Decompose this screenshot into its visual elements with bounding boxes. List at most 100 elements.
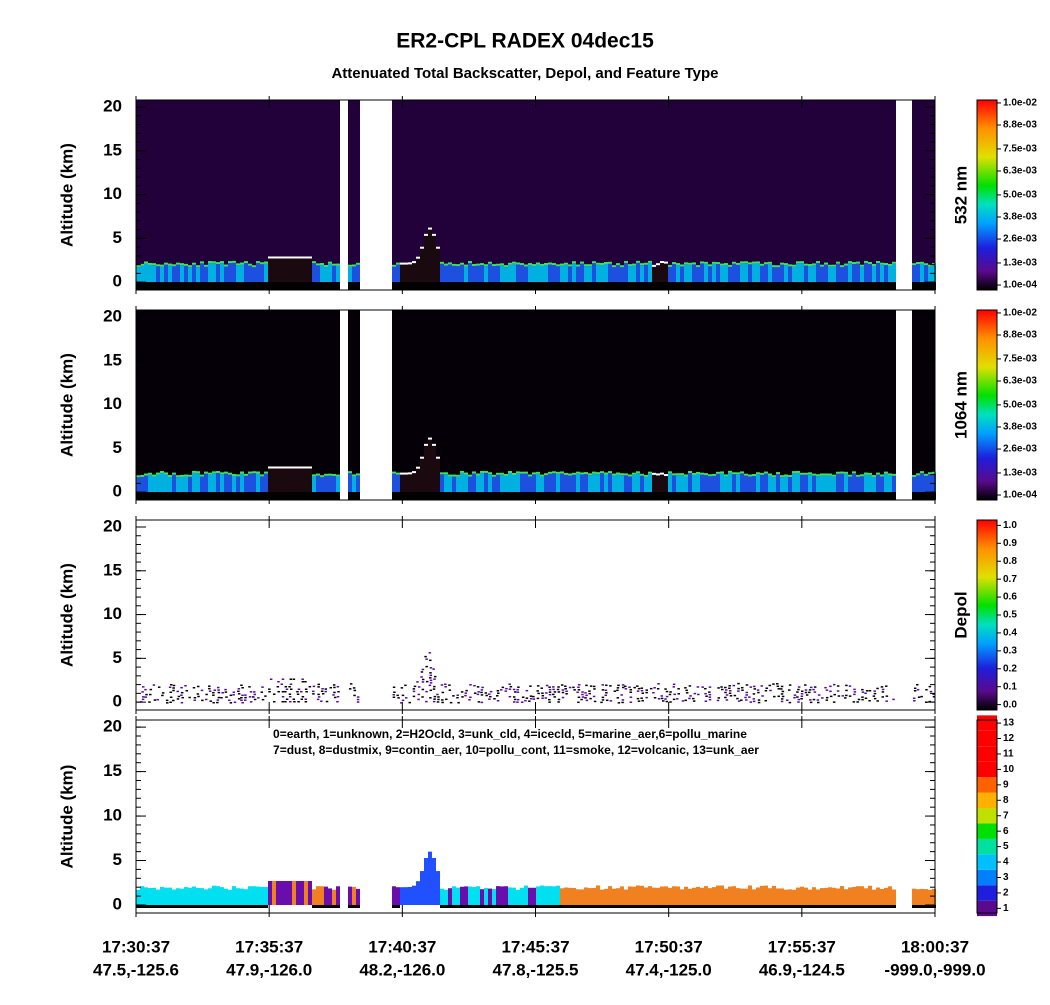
- no-data: [364, 100, 368, 290]
- image-pixel: [224, 691, 228, 693]
- image-pixel: [792, 282, 796, 290]
- image-pixel: [888, 886, 892, 905]
- image-pixel: [824, 473, 828, 476]
- image-pixel: [792, 471, 796, 474]
- image-pixel: [448, 476, 452, 493]
- image-pixel: [480, 470, 484, 473]
- image-pixel: [145, 693, 148, 696]
- no-data: [344, 720, 348, 913]
- image-pixel: [684, 282, 688, 290]
- image-pixel: [444, 474, 448, 493]
- image-pixel: [656, 263, 660, 266]
- no-data: [372, 100, 376, 290]
- image-pixel: [744, 888, 748, 905]
- image-pixel: [176, 698, 180, 700]
- image-pixel: [292, 678, 296, 680]
- image-pixel: [205, 693, 208, 696]
- image-pixel: [724, 265, 728, 283]
- image-pixel: [268, 282, 272, 290]
- image-pixel: [577, 684, 581, 686]
- image-pixel: [244, 904, 248, 908]
- image-pixel: [296, 258, 300, 283]
- image-pixel: [772, 683, 775, 685]
- x-tick-sublabel: 47.5,-125.6: [93, 960, 179, 979]
- y-axis-label: Altitude (km): [57, 143, 76, 247]
- no-data: [900, 720, 904, 913]
- image-pixel: [793, 694, 797, 696]
- colorbar-tick-label: 13: [1003, 718, 1015, 729]
- image-pixel: [540, 492, 544, 500]
- image-pixel: [248, 904, 252, 908]
- image-pixel: [516, 688, 519, 691]
- image-pixel: [276, 282, 280, 290]
- image-pixel: [672, 686, 676, 688]
- image-pixel: [237, 688, 241, 690]
- image-pixel: [324, 265, 328, 268]
- image-pixel: [912, 904, 916, 908]
- image-pixel: [688, 697, 691, 700]
- image-pixel: [545, 684, 549, 687]
- image-pixel: [553, 691, 557, 693]
- image-pixel: [188, 265, 192, 268]
- chart-subtitle: Attenuated Total Backscatter, Depol, and…: [331, 65, 718, 82]
- image-pixel: [708, 476, 712, 493]
- image-pixel: [160, 472, 164, 493]
- image-pixel: [496, 695, 499, 697]
- image-pixel: [224, 492, 228, 500]
- image-pixel: [285, 698, 289, 700]
- image-pixel: [744, 263, 748, 283]
- image-pixel: [772, 885, 776, 905]
- image-pixel: [421, 688, 425, 691]
- image-pixel: [141, 696, 145, 698]
- image-pixel: [336, 265, 340, 283]
- image-pixel: [644, 474, 648, 477]
- image-pixel: [668, 473, 672, 493]
- image-pixel: [392, 696, 396, 698]
- image-pixel: [476, 492, 480, 500]
- image-pixel: [220, 261, 224, 264]
- image-pixel: [472, 265, 476, 283]
- image-pixel: [324, 267, 328, 283]
- image-pixel: [932, 693, 935, 696]
- image-pixel: [812, 263, 816, 266]
- colorbar-tick-label: 8: [1003, 795, 1009, 806]
- image-pixel: [544, 886, 548, 905]
- image-pixel: [536, 492, 540, 500]
- image-pixel: [748, 474, 752, 477]
- image-pixel: [204, 473, 208, 493]
- image-pixel: [916, 473, 920, 476]
- image-pixel: [184, 887, 188, 905]
- image-pixel: [920, 904, 924, 908]
- image-pixel: [840, 265, 844, 268]
- image-pixel: [329, 686, 333, 689]
- image-pixel: [324, 282, 328, 290]
- image-pixel: [749, 686, 753, 688]
- image-pixel: [460, 472, 464, 493]
- y-tick-label: 5: [113, 438, 122, 457]
- image-pixel: [420, 456, 424, 459]
- image-pixel: [524, 266, 528, 283]
- image-pixel: [232, 282, 236, 290]
- image-pixel: [356, 264, 360, 283]
- image-pixel: [212, 263, 216, 283]
- image-pixel: [208, 261, 212, 264]
- image-pixel: [596, 885, 600, 905]
- image-pixel: [464, 472, 468, 475]
- image-pixel: [416, 881, 420, 905]
- image-pixel: [244, 475, 248, 493]
- image-pixel: [480, 282, 484, 290]
- image-pixel: [256, 492, 260, 500]
- no-data: [368, 310, 372, 500]
- image-pixel: [672, 683, 676, 686]
- y-tick-label: 10: [103, 184, 122, 203]
- image-pixel: [824, 264, 828, 283]
- image-pixel: [677, 693, 680, 695]
- image-pixel: [144, 475, 148, 493]
- image-pixel: [772, 492, 776, 500]
- image-pixel: [268, 258, 272, 283]
- image-pixel: [704, 475, 708, 493]
- image-pixel: [628, 904, 632, 908]
- image-pixel: [164, 264, 168, 283]
- no-data: [380, 520, 384, 710]
- image-pixel: [192, 262, 196, 265]
